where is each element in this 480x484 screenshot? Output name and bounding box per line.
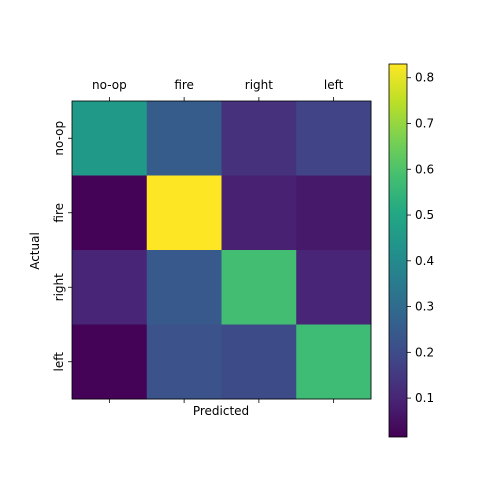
colorbar-tick-label: 0.1: [415, 391, 434, 405]
colorbar-tick-label: 0.5: [415, 208, 434, 222]
heatmap-cell-right-fire: [146, 250, 222, 325]
heatmap-cell-no-op-fire: [146, 101, 222, 176]
x-tick-label-no-op: no-op: [92, 78, 127, 92]
heatmap-cell-no-op-no-op: [72, 101, 148, 176]
x-ticks: no-op fire right left: [92, 78, 344, 403]
colorbar-ticks: 0.1 0.2 0.3 0.4 0.5 0.6 0.7 0.8: [407, 71, 434, 405]
heatmap-cell-fire-right: [221, 175, 297, 251]
colorbar-tick-label: 0.3: [415, 300, 434, 314]
y-tick-label-no-op: no-op: [52, 121, 66, 156]
x-tick-label-fire: fire: [174, 78, 194, 92]
heatmap-cell-fire-no-op: [72, 175, 148, 251]
colorbar: 0.1 0.2 0.3 0.4 0.5 0.6 0.7 0.8: [388, 63, 434, 438]
heatmap-cell-no-op-right: [221, 101, 297, 176]
y-axis-label: Actual: [28, 232, 42, 270]
x-axis-label: Predicted: [193, 404, 249, 418]
heatmap-cell-fire-left: [296, 175, 372, 251]
y-tick-label-fire: fire: [52, 203, 66, 223]
heatmap-cell-right-left: [296, 250, 372, 325]
heatmap-cell-right-right: [221, 250, 297, 325]
heatmap-cell-left-left: [296, 324, 372, 400]
heatmap-cell-left-no-op: [72, 324, 148, 400]
heatmap-cells: [72, 101, 372, 400]
colorbar-tick-label: 0.2: [415, 345, 434, 359]
colorbar-gradient: [389, 64, 407, 437]
heatmap-cell-right-no-op: [72, 250, 148, 325]
heatmap-cell-no-op-left: [296, 101, 372, 176]
x-tick-label-left: left: [324, 78, 344, 92]
colorbar-frame: [388, 63, 408, 438]
plot-frame: [71, 100, 372, 400]
colorbar-tick-label: 0.7: [415, 116, 434, 130]
colorbar-tick-label: 0.8: [415, 71, 434, 85]
heatmap-cell-left-fire: [146, 324, 222, 400]
colorbar-tick-label: 0.4: [415, 254, 434, 268]
x-tick-label-right: right: [245, 78, 273, 92]
heatmap-cell-fire-fire: [146, 175, 222, 251]
heatmap-cell-left-right: [221, 324, 297, 400]
y-tick-label-right: right: [52, 273, 66, 301]
colorbar-tick-label: 0.6: [415, 162, 434, 176]
y-ticks: no-op fire right left: [52, 121, 72, 372]
y-tick-label-left: left: [52, 352, 66, 372]
